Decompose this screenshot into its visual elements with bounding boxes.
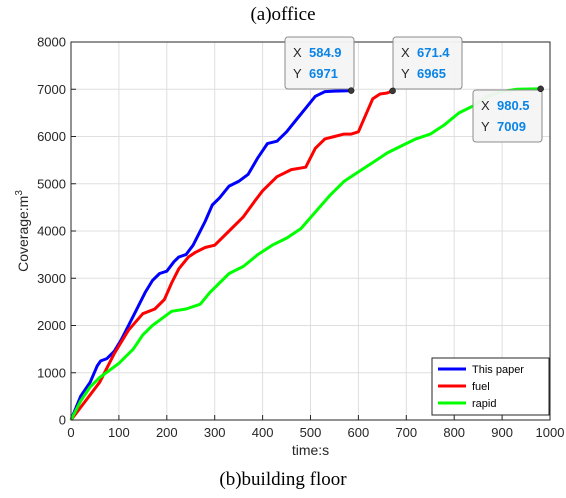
y-tick-label: 5000	[37, 176, 66, 191]
datatips: X 584.9 Y 6971 X 671.4 Y 6965 X 980.5 Y 7009	[284, 36, 544, 143]
datatip-y-label: Y	[401, 66, 410, 81]
datatip-x-value: 980.5	[497, 98, 530, 113]
x-tick-label: 100	[108, 425, 130, 440]
x-tick-label: 500	[300, 425, 322, 440]
datatip-x-label: X	[481, 98, 490, 113]
datatip-x-value: 584.9	[309, 45, 342, 60]
x-tick-label: 400	[252, 425, 274, 440]
datatip-y-value: 6965	[417, 66, 446, 81]
datatip-marker	[347, 87, 355, 94]
datatip-x-value: 671.4	[417, 45, 450, 60]
x-tick-label: 600	[348, 425, 370, 440]
series-lines	[69, 87, 541, 421]
datatip-marker	[389, 87, 396, 95]
y-tick-label: 1000	[37, 365, 66, 380]
datatip-y-value: 7009	[497, 119, 526, 134]
y-tick-label: 0	[59, 413, 66, 428]
axis-ticks: 0 100 200 300 400 500 600 700 800 900 1000 0 1000 200…	[37, 35, 564, 441]
y-tick-label: 3000	[37, 271, 66, 286]
y-axis-label-superscript: 3	[14, 190, 25, 196]
x-tick-label: 200	[156, 425, 178, 440]
datatip-box	[472, 89, 543, 143]
x-tick-label: 0	[67, 425, 74, 440]
x-tick-label: 300	[204, 425, 226, 440]
series-line-1	[69, 89, 394, 421]
datatip-y-label: Y	[481, 119, 490, 134]
x-tick-label: 1000	[536, 425, 565, 440]
datatip-marker	[537, 85, 544, 93]
y-axis-label-text: Coverage:m	[15, 196, 31, 272]
chart-bottom-caption: (b)building floor	[219, 469, 347, 490]
legend-label: rapid	[472, 398, 496, 410]
chart-top-caption: (a)office	[250, 4, 316, 25]
legend-label: fuel	[472, 381, 490, 393]
series-line-0	[69, 89, 352, 421]
y-tick-label: 7000	[37, 82, 66, 97]
y-tick-label: 4000	[37, 224, 66, 239]
y-axis-label: Coverage:m3	[14, 190, 31, 272]
x-tick-label: 900	[491, 425, 513, 440]
y-tick-label: 8000	[37, 35, 66, 50]
y-tick-label: 6000	[37, 129, 66, 144]
series-line-2	[69, 87, 541, 421]
legend-label: This paper	[472, 364, 524, 376]
datatip-box	[392, 36, 463, 90]
datatip-x-label: X	[293, 45, 302, 60]
datatip-x-label: X	[401, 45, 410, 60]
x-axis-label: time:s	[292, 442, 329, 458]
datatip-y-label: Y	[293, 66, 302, 81]
datatip-y-value: 6971	[309, 66, 338, 81]
datatip-box	[284, 36, 355, 90]
x-tick-label: 800	[443, 425, 465, 440]
legend: This paper fuel rapid	[431, 357, 550, 416]
x-tick-label: 700	[395, 425, 417, 440]
y-tick-label: 2000	[37, 318, 66, 333]
